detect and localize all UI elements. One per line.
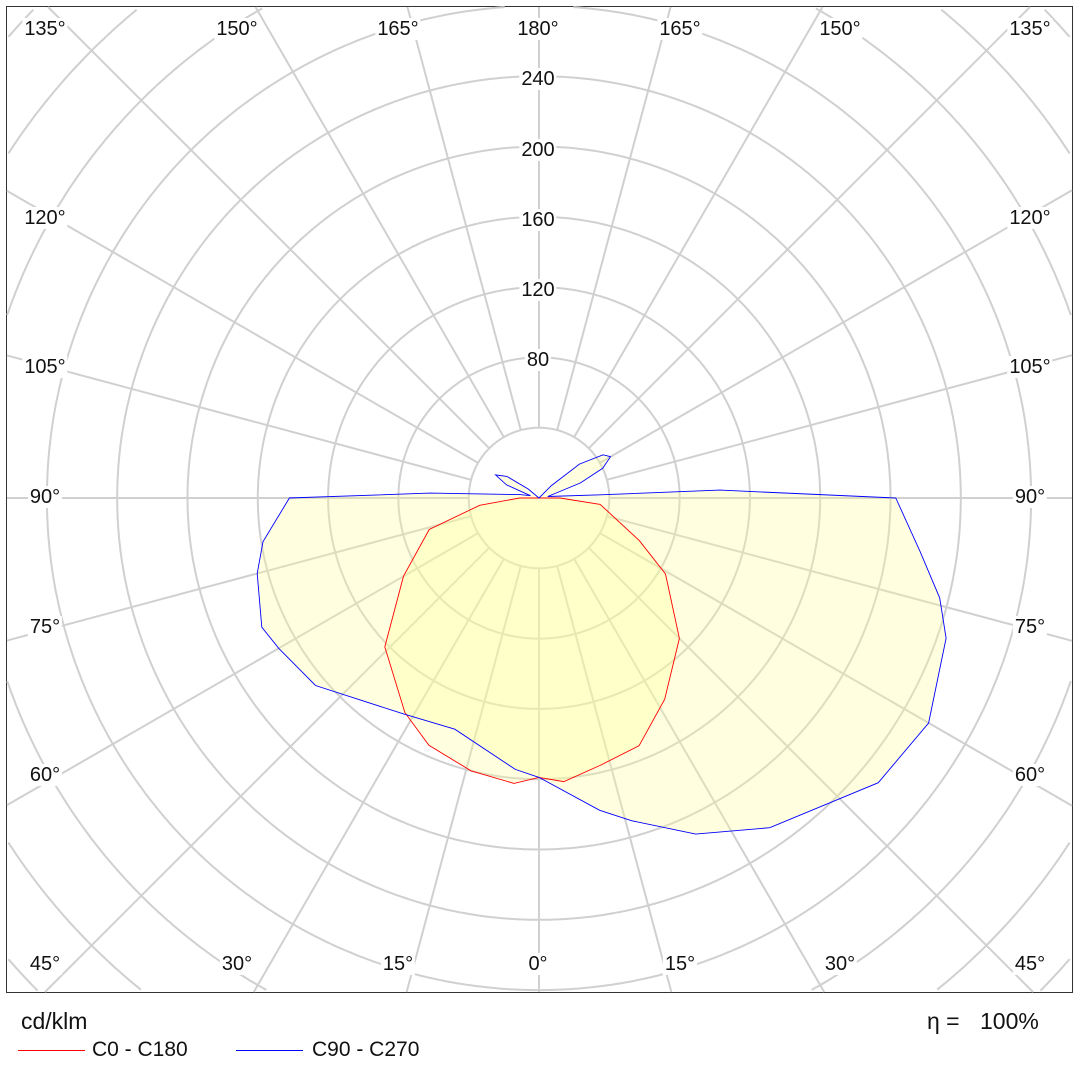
grid-spoke (405, 565, 522, 993)
grid-ring (940, 9, 1071, 154)
efficiency-label: η = (927, 1008, 960, 1034)
angle-label-top: 135° (1007, 18, 1053, 40)
grid-spoke (573, 6, 824, 438)
angle-label-right: 75° (1012, 616, 1048, 638)
grid-ring (6, 680, 267, 991)
angle-label-right: 120° (1007, 207, 1053, 229)
angle-label-left: 120° (22, 207, 68, 229)
angle-label-bottom: 30° (219, 953, 255, 975)
angle-label-top: 180° (515, 18, 561, 40)
angle-label-left: 75° (27, 616, 63, 638)
angle-label-top: 165° (657, 18, 703, 40)
radial-tick-label: 160 (519, 208, 557, 231)
grid-spoke (6, 354, 472, 481)
grid-ring (7, 9, 35, 38)
grid (6, 6, 1073, 993)
grid-ring (45, 6, 539, 992)
grid-spoke (588, 547, 1034, 993)
grid-spoke (47, 6, 490, 449)
grid-ring (936, 842, 1071, 991)
grid-spoke (599, 532, 1073, 807)
legend-swatch-c90 (236, 1050, 303, 1051)
grid-spoke (6, 515, 472, 642)
angle-label-top: 165° (375, 18, 421, 40)
series-line-1 (256, 454, 947, 835)
angle-label-left: 90° (27, 486, 63, 508)
radial-tick-label: 200 (519, 138, 557, 161)
radial-tick-label: 240 (519, 68, 557, 91)
grid-spoke (254, 6, 505, 438)
curves (256, 454, 947, 835)
radial-tick-label: 120 (519, 279, 557, 302)
grid-spoke (252, 558, 505, 993)
angle-label-bottom: 45° (27, 953, 63, 975)
series-fill-0 (384, 498, 680, 784)
grid-ring (539, 6, 1033, 992)
fills (257, 454, 947, 835)
grid-ring (1039, 958, 1071, 992)
angle-label-left: 60° (27, 764, 63, 786)
angle-label-bottom: 15° (662, 953, 698, 975)
grid-ring (7, 842, 142, 991)
grid-spoke (44, 547, 490, 993)
radial-tick-label: 80 (524, 349, 552, 372)
legend-label-c0: C0 - C180 (92, 1038, 188, 1061)
grid-spoke (6, 532, 479, 807)
grid-ring (7, 9, 138, 154)
legend-label-c90: C90 - C270 (312, 1038, 420, 1061)
efficiency-value: 100% (980, 1008, 1039, 1034)
angle-label-right: 90° (1012, 486, 1048, 508)
angle-label-top: 135° (22, 18, 68, 40)
grid-spoke (556, 565, 673, 993)
grid-spoke (606, 354, 1073, 481)
grid-spoke (556, 6, 672, 431)
grid-spoke (6, 189, 479, 464)
grid-spoke (588, 6, 1031, 449)
grid-ring (815, 7, 1072, 316)
angle-label-bottom: 15° (380, 953, 416, 975)
grid-spoke (406, 6, 522, 431)
grid-ring (6, 7, 263, 316)
grid-spoke (573, 558, 826, 993)
legend-swatch-c0 (18, 1050, 85, 1051)
angle-label-bottom: 45° (1012, 953, 1048, 975)
angle-label-right: 60° (1012, 764, 1048, 786)
angle-label-left: 105° (22, 356, 68, 378)
grid-spoke (599, 189, 1073, 464)
angle-label-bottom: 30° (822, 953, 858, 975)
angle-label-bottom: 0° (526, 953, 550, 975)
grid-spoke (606, 515, 1073, 642)
angle-label-right: 105° (1007, 356, 1053, 378)
series-fill-1 (257, 454, 947, 835)
grid-ring (1043, 9, 1071, 38)
angle-label-top: 150° (214, 18, 260, 40)
grid-ring (7, 958, 39, 992)
grid-ring (811, 680, 1072, 991)
unit-label: cd/klm (21, 1008, 88, 1034)
angle-label-top: 150° (817, 18, 863, 40)
